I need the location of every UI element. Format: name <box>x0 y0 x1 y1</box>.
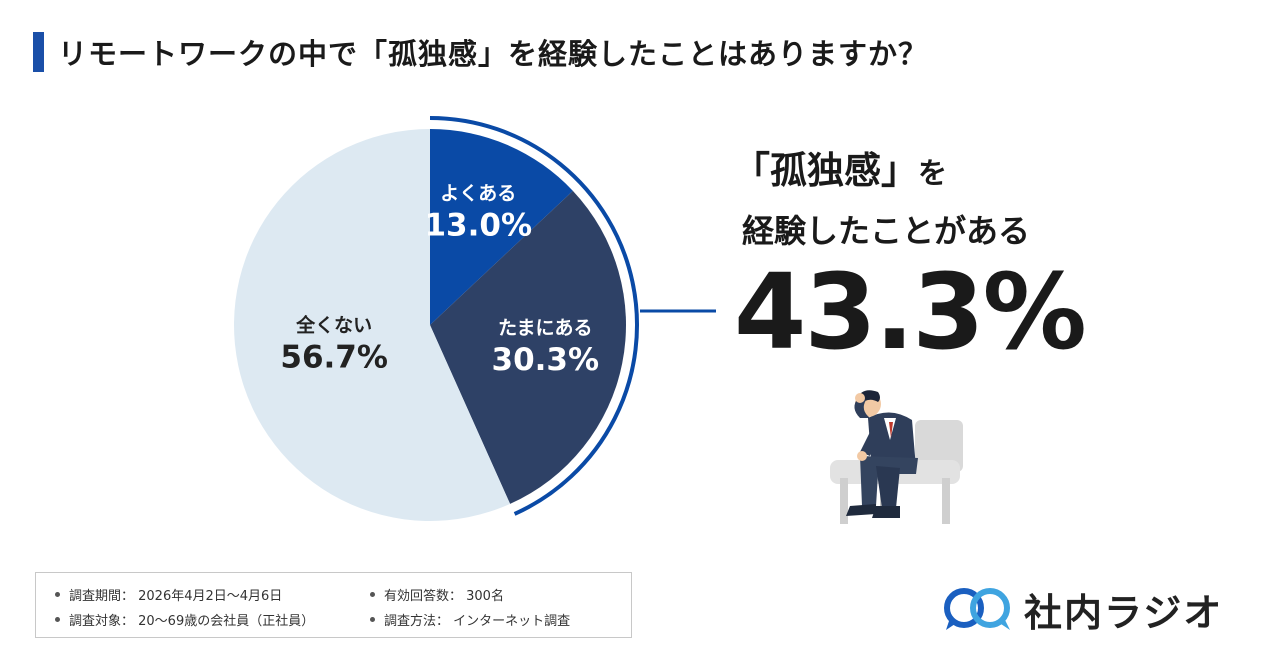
callout-line1-main: 「孤独感」 <box>733 149 918 192</box>
slice-category-label: よくある <box>440 182 516 204</box>
callout-line1-suffix: を <box>918 156 948 190</box>
pie-slice-2 <box>430 190 626 504</box>
bullet-icon <box>55 617 60 622</box>
note-target-text: 調査対象： 20〜69歳の会社員（正社員） <box>69 614 315 629</box>
slice-value-label: 30.3% <box>492 342 600 378</box>
note-target: 調査対象： 20〜69歳の会社員（正社員） <box>55 610 314 629</box>
note-responses: 有効回答数： 300名 <box>370 585 504 604</box>
brand-name: 社内ラジオ <box>1024 591 1224 635</box>
bullet-icon <box>370 617 375 622</box>
callout-line2: 経験したことがある <box>742 212 1031 250</box>
callout-line1: 「孤独感」を <box>733 140 947 194</box>
pie-slice-1 <box>430 129 573 325</box>
bullet-icon <box>55 592 60 597</box>
pie-slices <box>233 129 626 521</box>
note-method-text: 調査方法： インターネット調査 <box>384 614 571 629</box>
note-period: 調査期間： 2026年4月2日〜4月6日 <box>55 585 282 604</box>
title-accent-bar <box>33 32 44 72</box>
worried-businessman-on-chair-icon <box>820 378 970 528</box>
speech-bubbles-icon <box>944 587 1010 630</box>
slice-category-label: たまにある <box>498 317 592 339</box>
slice-labels: よくある 13.0% たまにある 30.3% 全くない 56.7% <box>280 182 599 378</box>
note-responses-text: 有効回答数： 300名 <box>384 589 504 604</box>
brand-logo: 社内ラジオ <box>942 582 1223 637</box>
chart-title: リモートワークの中で「孤独感」を経験したことはありますか？ <box>33 31 928 73</box>
slice-value-label: 13.0% <box>424 207 532 243</box>
note-method: 調査方法： インターネット調査 <box>370 610 570 629</box>
note-period-text: 調査期間： 2026年4月2日〜4月6日 <box>69 589 283 604</box>
slice-value-label: 56.7% <box>280 339 388 375</box>
pie-slice-3 <box>233 129 511 521</box>
highlight-arc <box>429 116 639 516</box>
survey-notes: 調査期間： 2026年4月2日〜4月6日 調査対象： 20〜69歳の会社員（正社… <box>35 572 632 638</box>
slice-category-label: 全くない <box>295 313 372 336</box>
page-title: リモートワークの中で「孤独感」を経験したことはありますか？ <box>58 37 929 71</box>
bullet-icon <box>370 592 375 597</box>
callout-big-value: 43.3% <box>734 251 1087 373</box>
